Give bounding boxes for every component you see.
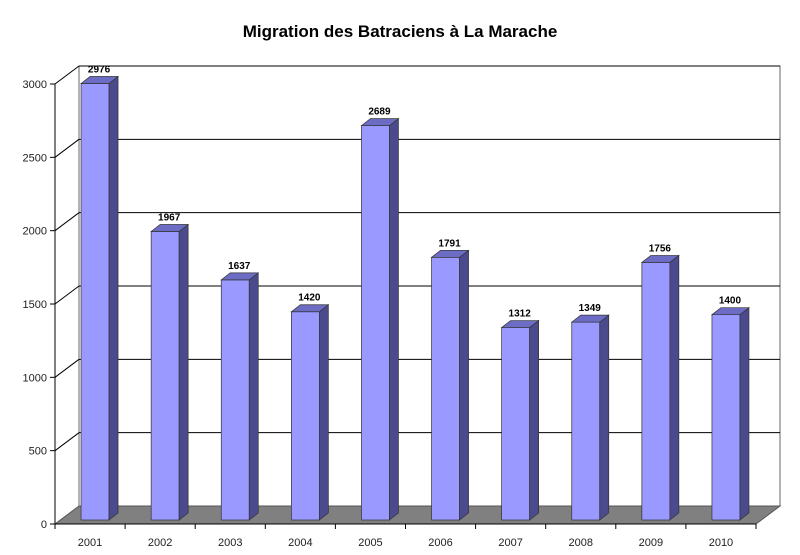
y-tick-label: 0 [41,519,47,531]
bar-side [739,306,750,521]
bars: 2976 1967 1637 1420 2689 1791 1312 1349 1756 1400 [80,65,750,521]
data-label: 1420 [298,293,321,304]
bar-top [360,118,400,126]
bar-top [150,224,190,232]
bar-top [640,255,680,263]
x-tick-label: 2005 [358,537,382,549]
bar-2007: 1312 [500,309,540,521]
bar-side [669,254,680,521]
bar-top [80,76,120,84]
y-tick-label: 1000 [23,372,47,384]
gridline-side [54,65,80,85]
bar-side [108,75,119,521]
bar-top [710,307,750,316]
data-label: 1756 [649,243,672,254]
data-label: 2689 [368,107,391,118]
chart-title: Migration des Batraciens à La Marache [243,22,558,41]
y-tick-label: 1500 [23,299,47,311]
x-tick-label: 2006 [428,537,452,549]
y-tick-label: 2000 [23,226,47,238]
data-label: 1967 [158,213,181,224]
bar-side [529,319,540,521]
bar-2005: 2689 [360,107,400,521]
bar-2009: 1756 [640,243,680,521]
bar-front [431,256,460,521]
bar-2010: 1400 [710,296,750,521]
gridline-side [54,212,80,232]
bar-2004: 1420 [290,293,330,521]
y-tick-label: 500 [29,446,47,458]
data-label: 1637 [228,261,251,272]
bar-side [178,223,189,521]
bar-side [389,117,399,521]
x-tick-label: 2003 [218,537,242,549]
data-label: 1791 [438,238,461,249]
data-label: 1349 [579,303,602,314]
bar-front [711,314,741,521]
x-tick-label: 2001 [78,537,102,549]
bar-top [430,249,470,258]
bar-2008: 1349 [570,303,610,521]
axes: 0 500 1000 1500 2000 2500 3000 2001 2002 2003 2004… [23,79,757,549]
bar-front [641,262,671,521]
data-label: 2976 [88,65,111,76]
bar-top [220,272,260,281]
bar-top [500,320,540,328]
bar-front [361,125,390,521]
data-label: 1312 [509,309,532,320]
bar-side [319,304,329,521]
bar-front [220,279,250,521]
bar-2001: 2976 [80,65,120,521]
data-label: 1400 [719,296,742,307]
bar-top [570,314,610,323]
bar-2006: 1791 [430,238,470,521]
x-tick-label: 2004 [288,537,312,549]
y-tick-label: 3000 [23,79,47,91]
gridline-side [54,432,80,452]
bar-front [571,321,601,521]
bar-side [599,314,610,521]
bar-front [501,327,530,521]
x-tick-label: 2009 [639,537,663,549]
x-tick-label: 2002 [148,537,172,549]
bar-front [80,83,110,521]
y-tick-label: 2500 [23,152,47,164]
gridline-side [54,138,80,158]
bar-side [248,272,259,521]
gridline-side [54,358,80,378]
x-tick-label: 2010 [709,537,733,549]
bar-front [150,231,180,521]
gridline-side [54,285,80,305]
bar-front [291,311,320,521]
bar-side [459,249,469,521]
x-tick-label: 2007 [498,537,522,549]
bar-2003: 1637 [220,261,260,521]
bar-2002: 1967 [150,213,190,521]
x-tick-label: 2008 [569,537,593,549]
bar-top [290,304,330,313]
